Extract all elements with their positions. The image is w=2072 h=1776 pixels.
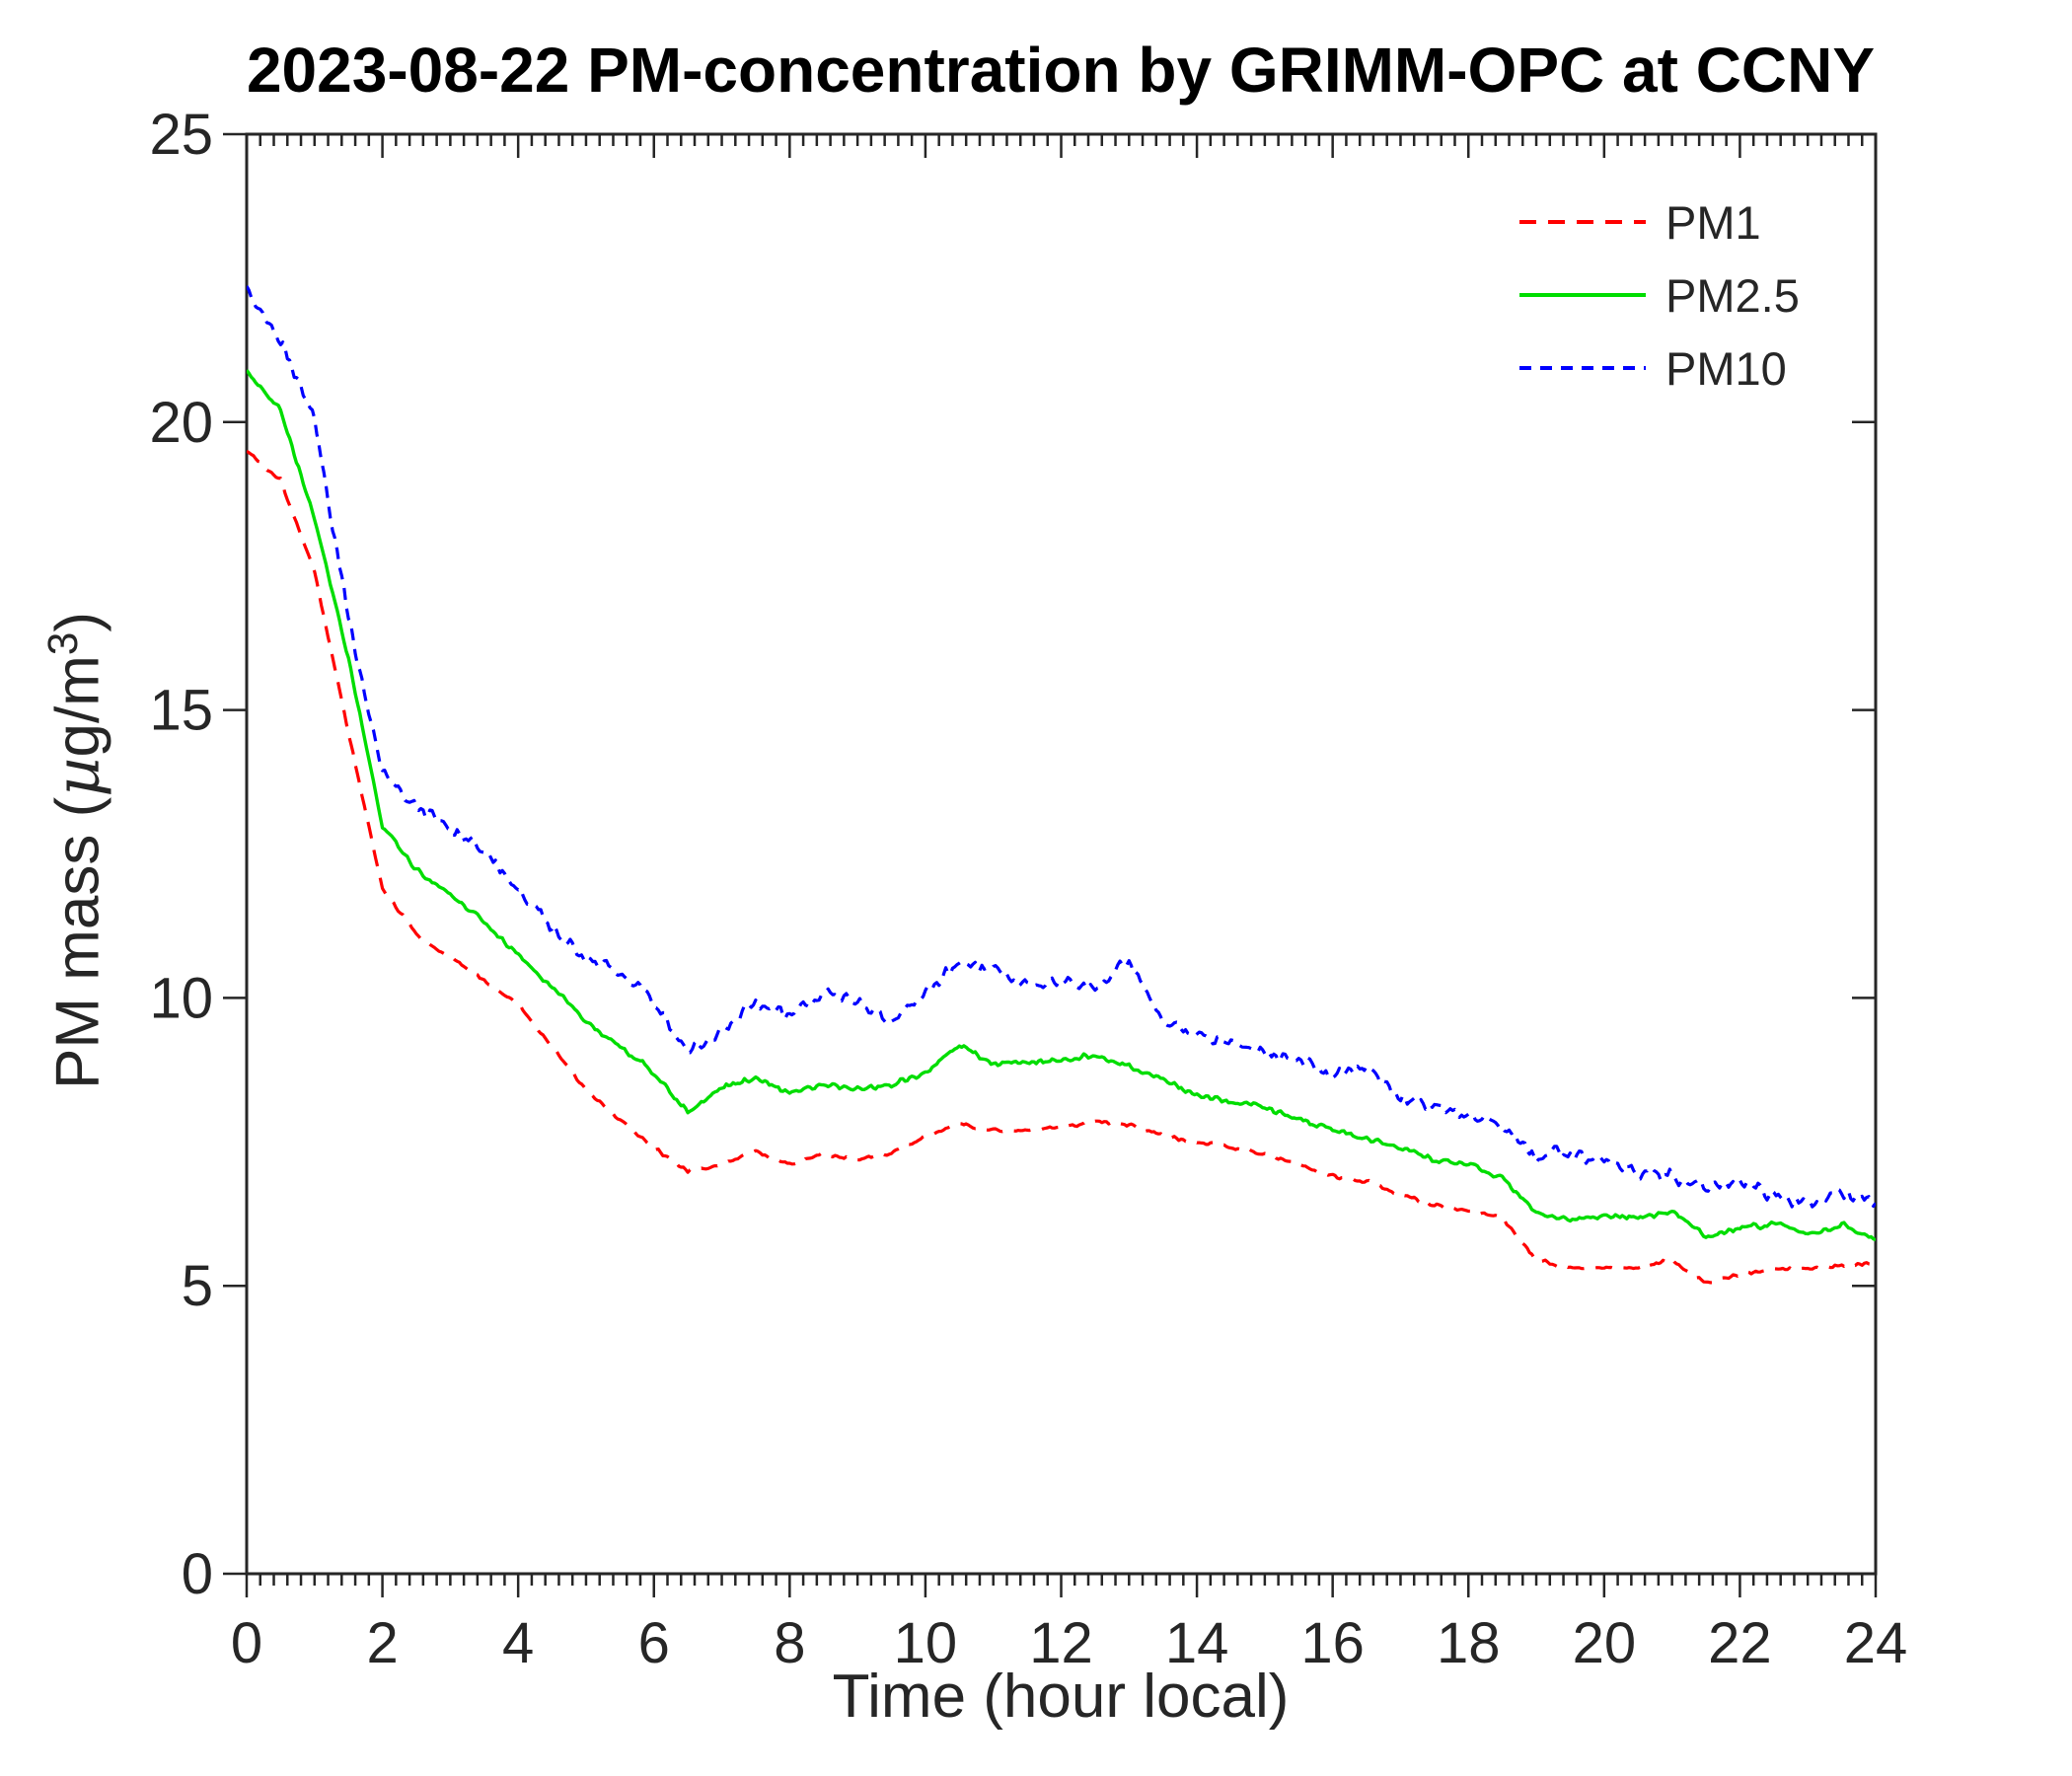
x-tick-label: 8: [774, 1611, 805, 1675]
x-tick-label: 2: [366, 1611, 398, 1675]
legend-label-pm10: PM10: [1665, 341, 1787, 395]
x-tick-label: 4: [502, 1611, 534, 1675]
y-tick-label: 15: [149, 679, 213, 743]
x-tick-label: 18: [1437, 1611, 1501, 1675]
chart-title: 2023-08-22 PM-concentration by GRIMM-OPC…: [246, 35, 1876, 106]
legend-label-pm1: PM1: [1665, 195, 1761, 249]
y-tick-label: 20: [149, 391, 213, 455]
y-tick-label: 25: [149, 103, 213, 167]
y-axis-label-suffix: ): [43, 612, 112, 632]
legend-line-pm1-icon: [1519, 220, 1646, 224]
x-tick-label: 16: [1300, 1611, 1365, 1675]
x-tick-label: 22: [1708, 1611, 1772, 1675]
x-tick-label: 0: [231, 1611, 262, 1675]
y-axis-label-superscript: 3: [38, 631, 86, 656]
legend-item-pm1: PM1: [1517, 185, 1800, 259]
series-pm25: [247, 369, 1876, 1242]
y-tick-label: 0: [182, 1542, 213, 1606]
mu-symbol: µ: [40, 757, 113, 797]
series-pm1: [247, 449, 1876, 1285]
x-tick-label: 10: [894, 1611, 958, 1675]
x-tick-label: 24: [1844, 1611, 1908, 1675]
legend-line-pm10-icon: [1519, 366, 1646, 370]
y-axis-label: PM mass (µg/m3): [38, 612, 113, 1089]
series-pm10: [247, 285, 1876, 1209]
y-axis-label-mid: g/m: [43, 655, 112, 758]
x-tick-label: 6: [638, 1611, 670, 1675]
y-tick-label: 5: [182, 1254, 213, 1318]
x-tick-label: 14: [1165, 1611, 1229, 1675]
legend-line-pm25-icon: [1519, 293, 1646, 297]
y-axis-label-prefix: PM mass (: [43, 796, 112, 1089]
x-tick-label: 20: [1573, 1611, 1637, 1675]
legend-label-pm25: PM2.5: [1665, 268, 1800, 322]
legend-item-pm25: PM2.5: [1517, 259, 1800, 332]
x-axis-label: Time (hour local): [832, 1663, 1290, 1731]
legend-item-pm10: PM10: [1517, 332, 1800, 405]
x-tick-label: 12: [1029, 1611, 1093, 1675]
y-tick-label: 10: [149, 966, 213, 1030]
legend: PM1 PM2.5 PM10: [1517, 185, 1800, 405]
